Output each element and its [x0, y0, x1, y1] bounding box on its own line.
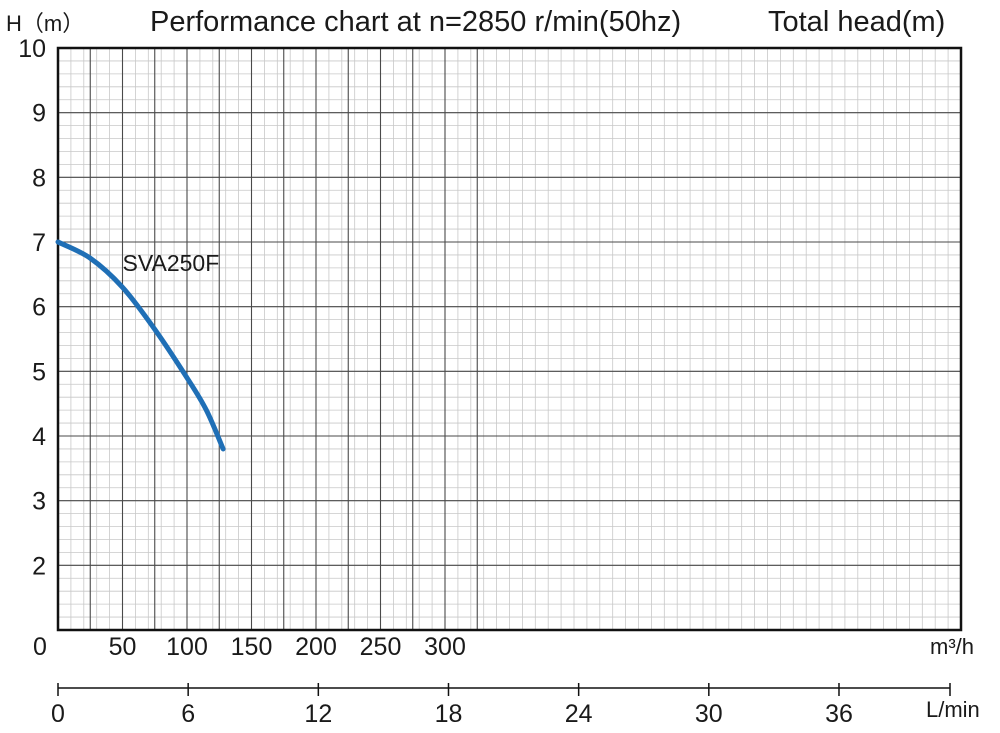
total-head-title: Total head(m)	[768, 6, 945, 38]
series-label: SVA250F	[123, 250, 220, 276]
x2-axis-unit: L/min	[926, 697, 980, 722]
x2-tick-label: 18	[435, 700, 463, 728]
chart-title: Performance chart at n=2850 r/min(50hz)	[150, 6, 681, 38]
x-axis-origin-label: 0	[33, 633, 47, 661]
y-tick-label: 9	[32, 100, 46, 128]
series-layer: SVA250F	[55, 239, 226, 452]
x-tick-label: 150	[231, 633, 273, 661]
lpm-axis: 0 6 12 18 24 30 36	[51, 683, 951, 728]
y-tick-label: 4	[32, 423, 46, 451]
x-tick-label: 300	[424, 633, 466, 661]
y-axis-label: H（m）	[6, 11, 84, 36]
x-tick-label: 200	[295, 633, 337, 661]
y-tick-label: 8	[32, 164, 46, 192]
x2-tick-label: 12	[304, 700, 332, 728]
x-tick-label: 250	[360, 633, 402, 661]
x2-tick-label: 30	[695, 700, 723, 728]
x2-tick-label: 36	[825, 700, 853, 728]
y-tick-label: 2	[32, 552, 46, 580]
x2-tick-label: 0	[51, 700, 65, 728]
x2-tick-label: 6	[181, 700, 195, 728]
x-axis-unit: m³/h	[930, 634, 974, 659]
chart-grid	[58, 48, 961, 630]
x-tick-label: 100	[166, 633, 208, 661]
plot-frame	[56, 46, 963, 632]
y-tick-label: 6	[32, 294, 46, 322]
y-tick-label: 10	[18, 35, 46, 63]
y-tick-label: 3	[32, 488, 46, 516]
y-tick-label: 7	[32, 229, 46, 257]
series-line-sva250f	[55, 239, 226, 452]
x-tick-label: 50	[109, 633, 137, 661]
x2-tick-label: 24	[565, 700, 593, 728]
y-tick-label: 5	[32, 358, 46, 386]
